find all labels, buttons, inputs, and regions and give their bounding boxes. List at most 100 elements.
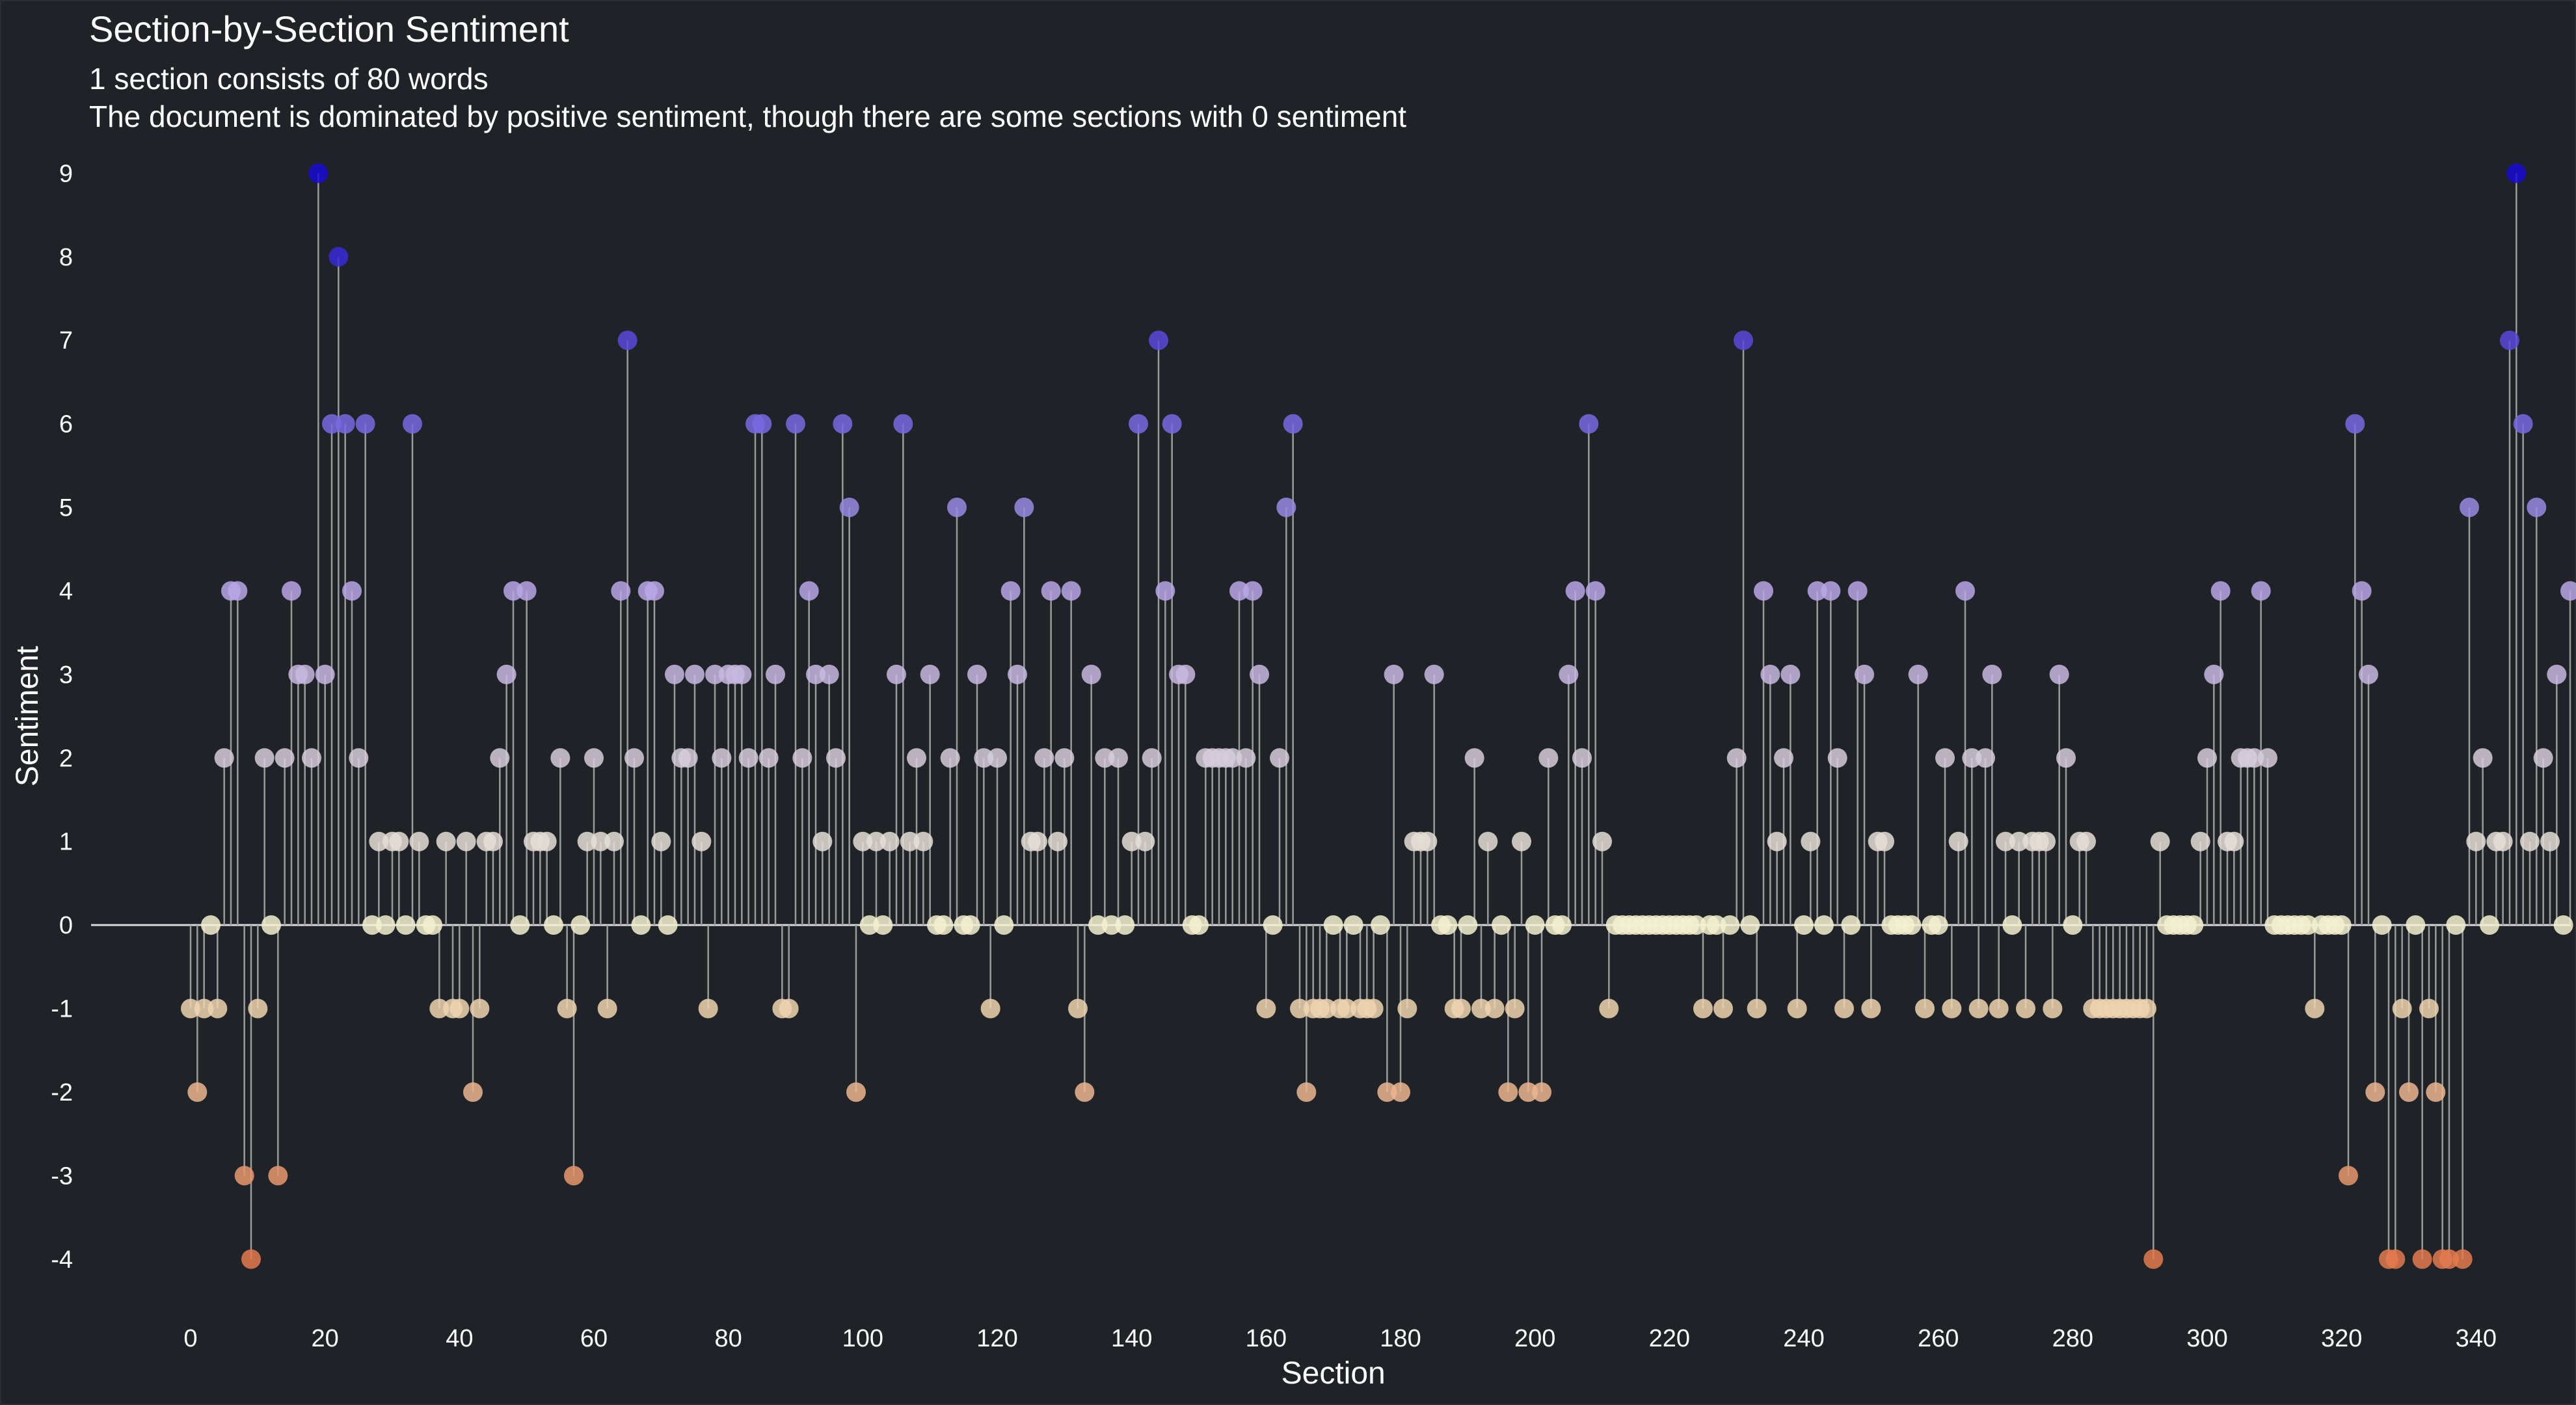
data-point bbox=[1599, 998, 1619, 1019]
data-point bbox=[1518, 1082, 1538, 1102]
data-point bbox=[792, 748, 812, 768]
data-point bbox=[2439, 1249, 2459, 1269]
data-point bbox=[275, 748, 295, 768]
data-point bbox=[537, 831, 557, 851]
data-point bbox=[2043, 998, 2063, 1019]
data-point bbox=[1720, 915, 1740, 935]
data-point bbox=[2305, 998, 2325, 1019]
data-point bbox=[2493, 831, 2513, 851]
y-tick-label: 3 bbox=[59, 662, 73, 689]
data-point bbox=[819, 664, 839, 684]
data-point bbox=[766, 664, 785, 684]
data-point bbox=[1000, 581, 1021, 601]
data-point bbox=[1579, 414, 1599, 434]
data-point bbox=[873, 915, 893, 935]
y-tick-label: -1 bbox=[51, 996, 73, 1023]
data-point bbox=[1585, 581, 1605, 601]
data-point bbox=[1108, 748, 1128, 768]
data-point bbox=[1801, 831, 1821, 851]
data-point bbox=[1283, 414, 1303, 434]
data-point bbox=[1478, 831, 1498, 851]
data-point bbox=[436, 831, 456, 851]
data-point bbox=[645, 581, 664, 601]
x-tick-label: 0 bbox=[183, 1325, 197, 1352]
data-point bbox=[1054, 748, 1075, 768]
data-point bbox=[396, 915, 416, 935]
data-point bbox=[987, 748, 1007, 768]
data-point bbox=[369, 831, 389, 851]
data-point bbox=[1726, 748, 1747, 768]
data-point bbox=[1471, 998, 1491, 1019]
y-tick-label: -3 bbox=[51, 1162, 73, 1190]
data-point bbox=[1081, 664, 1101, 684]
data-point bbox=[1968, 998, 1989, 1019]
data-point bbox=[1424, 664, 1444, 684]
data-point bbox=[1034, 748, 1054, 768]
data-point bbox=[1296, 1082, 1317, 1102]
data-point bbox=[611, 581, 631, 601]
data-point bbox=[1787, 998, 1807, 1019]
data-point bbox=[1317, 998, 1337, 1019]
data-point bbox=[315, 664, 335, 684]
data-point bbox=[2426, 1082, 2446, 1102]
subtitle-line-1: 1 section consists of 80 words bbox=[89, 62, 489, 96]
data-point bbox=[1250, 664, 1269, 684]
data-point bbox=[866, 831, 886, 851]
data-point bbox=[577, 831, 597, 851]
data-point bbox=[2480, 915, 2499, 935]
data-point bbox=[1189, 915, 1209, 935]
data-point bbox=[1928, 915, 1948, 935]
data-point bbox=[1780, 664, 1801, 684]
data-point bbox=[758, 748, 779, 768]
data-point bbox=[2204, 664, 2224, 684]
x-tick-label: 40 bbox=[446, 1325, 473, 1352]
x-tick-label: 140 bbox=[1111, 1325, 1152, 1352]
data-point bbox=[2036, 831, 2056, 851]
data-point bbox=[1492, 915, 1511, 935]
data-point bbox=[470, 998, 490, 1019]
data-point bbox=[214, 748, 234, 768]
data-point bbox=[853, 831, 873, 851]
data-point bbox=[1175, 664, 1196, 684]
data-point bbox=[1572, 748, 1592, 768]
data-point bbox=[1014, 498, 1034, 518]
data-point bbox=[2244, 748, 2264, 768]
data-point bbox=[1242, 581, 1263, 601]
subtitle-line-2: The document is dominated by positive se… bbox=[89, 100, 1407, 133]
data-point bbox=[960, 915, 980, 935]
data-point bbox=[2359, 664, 2378, 684]
data-point bbox=[517, 581, 537, 601]
x-tick-label: 220 bbox=[1649, 1325, 1690, 1352]
data-point bbox=[624, 748, 644, 768]
x-tick-label: 200 bbox=[1514, 1325, 1555, 1352]
data-point bbox=[631, 915, 651, 935]
data-point bbox=[806, 664, 825, 684]
data-point bbox=[1948, 831, 1968, 851]
data-point bbox=[2460, 498, 2479, 518]
data-point bbox=[738, 748, 758, 768]
data-point bbox=[1847, 581, 1868, 601]
x-tick-label: 340 bbox=[2456, 1325, 2497, 1352]
data-point bbox=[1592, 831, 1612, 851]
x-tick-label: 160 bbox=[1246, 1325, 1287, 1352]
data-point bbox=[187, 1082, 208, 1102]
points bbox=[181, 163, 2576, 1269]
data-point bbox=[900, 831, 920, 851]
data-point bbox=[2063, 915, 2083, 935]
data-point bbox=[2331, 915, 2352, 935]
data-point bbox=[1451, 998, 1471, 1019]
data-point bbox=[1270, 748, 1289, 768]
data-point bbox=[355, 414, 375, 434]
data-point bbox=[1041, 581, 1061, 601]
data-point bbox=[732, 664, 752, 684]
data-point bbox=[268, 1166, 288, 1186]
data-point bbox=[1149, 330, 1168, 351]
data-point bbox=[1391, 1082, 1410, 1102]
x-tick-label: 280 bbox=[2052, 1325, 2093, 1352]
data-point bbox=[1236, 748, 1256, 768]
data-point bbox=[1464, 748, 1484, 768]
data-point bbox=[1028, 831, 1047, 851]
data-point bbox=[779, 998, 799, 1019]
